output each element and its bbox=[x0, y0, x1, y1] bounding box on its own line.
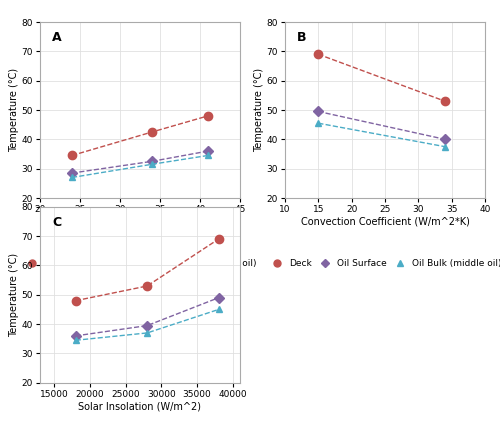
X-axis label: Solar Insolation (W/m^2): Solar Insolation (W/m^2) bbox=[78, 402, 202, 411]
X-axis label: External Temperature (°C): External Temperature (°C) bbox=[76, 217, 204, 227]
Text: A: A bbox=[52, 31, 62, 44]
Text: C: C bbox=[52, 216, 61, 229]
Y-axis label: Temperature (°C): Temperature (°C) bbox=[9, 253, 19, 337]
Text: B: B bbox=[297, 31, 306, 44]
X-axis label: Convection Coefficient (W/m^2*K): Convection Coefficient (W/m^2*K) bbox=[300, 217, 470, 227]
Legend: Deck, Oil Surface, Oil Bulk (middle oil): Deck, Oil Surface, Oil Bulk (middle oil) bbox=[20, 255, 260, 271]
Y-axis label: Temperature (°C): Temperature (°C) bbox=[9, 68, 19, 152]
Y-axis label: Temperature (°C): Temperature (°C) bbox=[254, 68, 264, 152]
Legend: Deck, Oil Surface, Oil Bulk (middle oil): Deck, Oil Surface, Oil Bulk (middle oil) bbox=[264, 255, 500, 271]
